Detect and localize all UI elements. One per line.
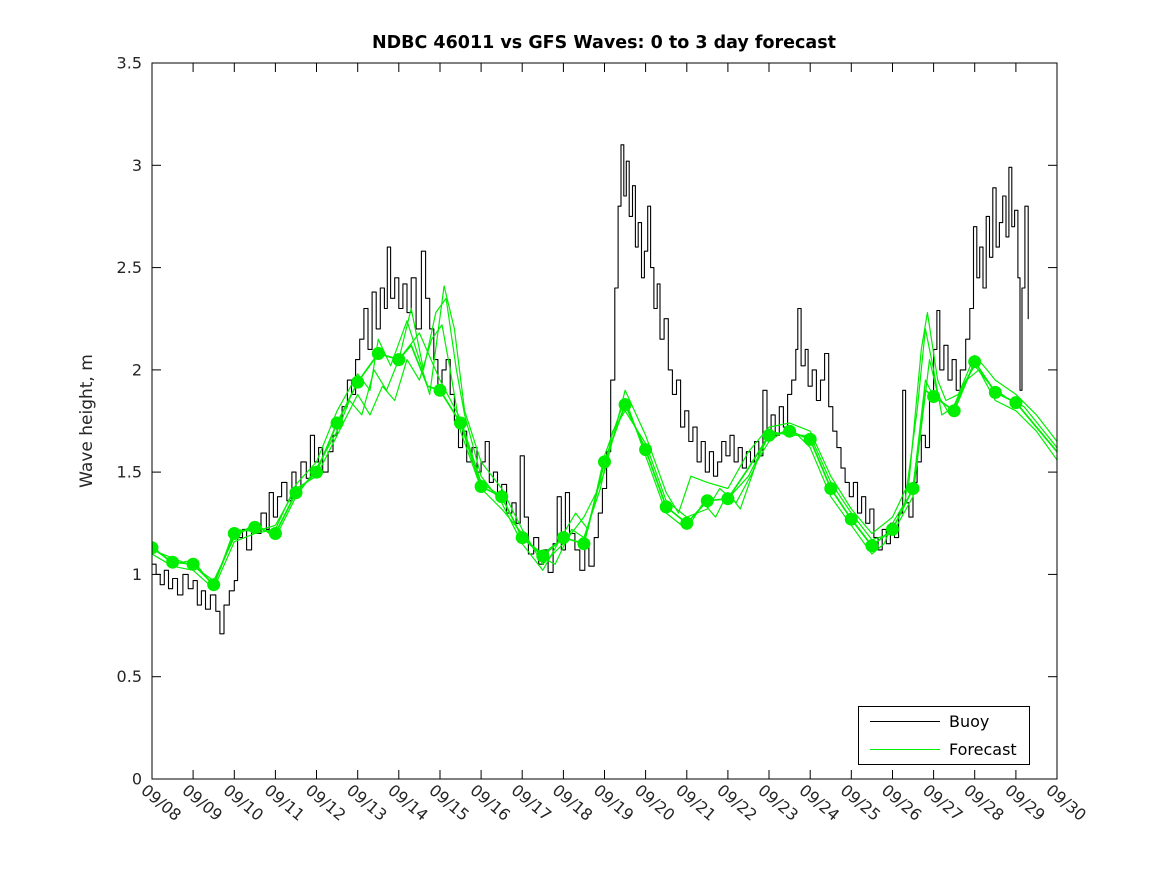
- x-tick-label: 09/28: [960, 781, 1008, 825]
- forecast-ensemble-line: [152, 332, 1057, 586]
- legend-line-sample-buoy: [870, 721, 940, 723]
- forecast-run-start-marker: [433, 383, 447, 397]
- legend-box: Buoy Forecast: [858, 706, 1030, 765]
- y-tick-label: 2.5: [117, 258, 142, 277]
- x-tick-label: 09/23: [754, 781, 802, 825]
- buoy-series-line: [152, 144, 1029, 635]
- x-tick-label: 09/22: [713, 781, 761, 825]
- x-tick-label: 09/17: [508, 781, 556, 825]
- forecast-run-start-marker: [454, 416, 467, 430]
- y-tick-label: 2: [132, 360, 142, 379]
- x-tick-label: 09/21: [672, 781, 720, 825]
- x-tick-label: 09/18: [549, 781, 597, 825]
- x-tick-label: 09/12: [302, 781, 350, 825]
- x-tick-label: 09/30: [1042, 781, 1090, 825]
- legend-label-buoy: Buoy: [949, 712, 990, 732]
- y-tick-label: 1: [132, 565, 142, 584]
- x-tick-label: 09/08: [137, 781, 185, 825]
- x-tick-label: 09/25: [837, 781, 885, 825]
- y-tick-label: 0: [132, 770, 142, 789]
- x-tick-label: 09/14: [384, 781, 432, 825]
- y-tick-label: 0.5: [117, 667, 142, 686]
- x-tick-label: 09/10: [220, 781, 268, 825]
- x-tick-label: 09/13: [343, 781, 391, 825]
- x-tick-label: 09/26: [878, 781, 926, 825]
- x-tick-label: 09/20: [631, 781, 679, 825]
- forecast-ensemble-line: [152, 324, 1057, 588]
- x-tick-label: 09/15: [425, 781, 473, 825]
- forecast-run-start-marker: [474, 480, 488, 493]
- x-tick-label: 09/16: [467, 781, 515, 825]
- y-axis-label: Wave height, m: [77, 354, 97, 488]
- y-tick-label: 1.5: [117, 463, 142, 482]
- legend-row-forecast: Forecast: [859, 736, 1029, 762]
- y-tick-label: 3.5: [117, 54, 142, 73]
- legend-row-buoy: Buoy: [859, 709, 1029, 735]
- chart-title: NDBC 46011 vs GFS Waves: 0 to 3 day fore…: [371, 33, 837, 53]
- series-layer: [152, 144, 1057, 635]
- legend-label-forecast: Forecast: [949, 739, 1017, 759]
- x-tick-label: 09/27: [919, 781, 967, 825]
- y-tick-label: 3: [132, 156, 142, 175]
- x-tick-label: 09/11: [261, 781, 309, 825]
- x-tick-label: 09/24: [796, 781, 844, 825]
- x-tick-label: 09/19: [590, 781, 638, 825]
- x-tick-label: 09/29: [1001, 781, 1049, 825]
- legend-line-sample-forecast: [870, 748, 940, 750]
- x-tick-label: 09/09: [179, 781, 227, 825]
